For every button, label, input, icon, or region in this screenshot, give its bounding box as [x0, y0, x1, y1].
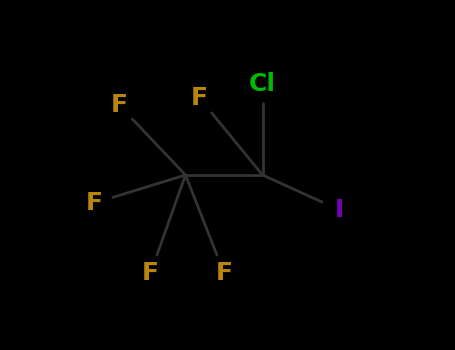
Text: F: F: [111, 93, 127, 117]
Text: F: F: [191, 86, 208, 110]
Text: F: F: [86, 191, 103, 215]
Text: F: F: [216, 261, 233, 285]
Text: I: I: [335, 198, 344, 222]
Text: F: F: [142, 261, 159, 285]
Text: Cl: Cl: [249, 72, 276, 96]
